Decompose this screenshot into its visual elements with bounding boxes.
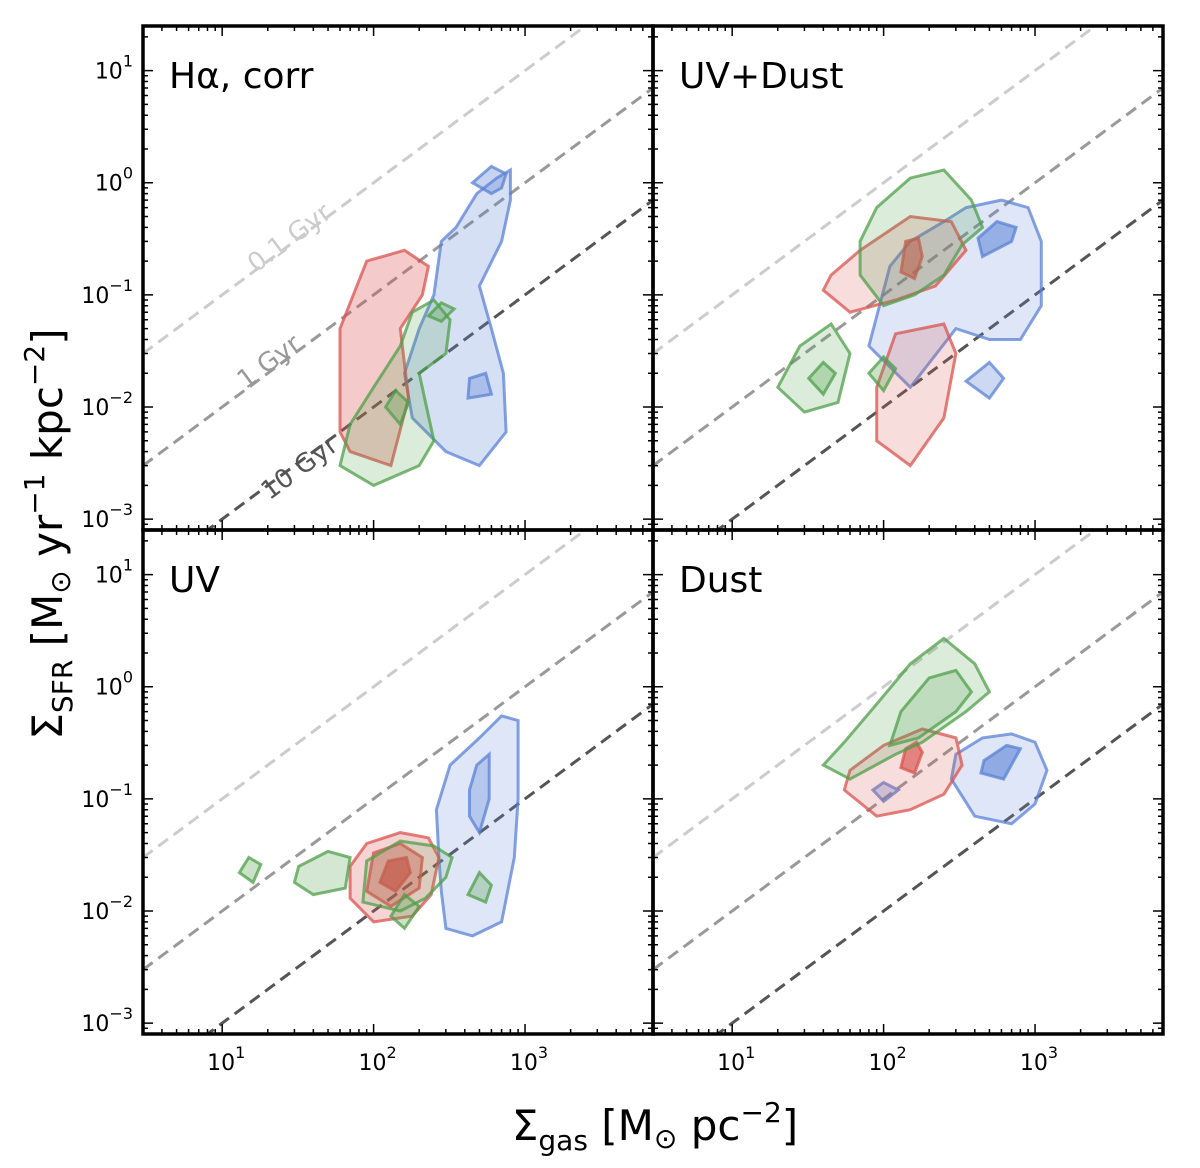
contour-green xyxy=(425,300,457,324)
panel-4: 101 102 103 Dust xyxy=(651,528,1165,1076)
contour-green xyxy=(465,870,494,905)
contour-red xyxy=(338,248,431,468)
x-tick-label: 103 xyxy=(1020,1043,1058,1076)
y-tick-label: 101 xyxy=(95,556,133,589)
contour-green xyxy=(858,168,985,308)
depletion-line-0-1-gyr xyxy=(653,26,1098,355)
depletion-line-1-gyr xyxy=(143,86,653,467)
depletion-line-10-gyr xyxy=(714,702,1163,1034)
panel-2: UV+Dust xyxy=(651,24,1165,532)
panel-label: UV xyxy=(169,560,220,601)
panel-frame xyxy=(651,528,1165,1036)
depletion-line-0-1-gyr xyxy=(653,530,1098,859)
depletion-line-1-gyr xyxy=(653,86,1163,467)
x-tick-label: 101 xyxy=(207,1043,245,1076)
panel-1: 0.1 Gyr 1 Gyr 10 Gyr 10−3 10−2 10−1 100 101 Hα, … xyxy=(81,24,655,533)
y-tick-label: 10−3 xyxy=(81,1004,133,1037)
y-axis-label: ΣSFR [M⊙ yr−1 kpc−2] xyxy=(18,328,79,739)
x-tick-label: 103 xyxy=(510,1043,548,1076)
panel-label: UV+Dust xyxy=(679,56,844,97)
y-tick-label: 101 xyxy=(95,52,133,85)
x-tick-label: 102 xyxy=(359,1043,397,1076)
y-tick-label: 10−2 xyxy=(81,892,133,925)
y-tick-label: 10−1 xyxy=(81,276,133,309)
contour-green xyxy=(866,354,898,394)
contour-blue xyxy=(466,371,494,400)
plot-area xyxy=(143,530,653,1034)
y-tick-label: 10−3 xyxy=(81,500,133,533)
contour-green xyxy=(388,892,422,931)
contour-red xyxy=(821,214,968,314)
plot-area xyxy=(653,530,1163,1034)
contour-green xyxy=(806,360,838,397)
contour-blue xyxy=(963,360,1006,401)
depletion-line-10-gyr xyxy=(204,198,653,530)
panel-3: 10−3 10−2 10−1 100 101 101 102 103 UV xyxy=(81,528,655,1076)
depletion-line-1-gyr xyxy=(143,590,653,971)
x-tick-label: 101 xyxy=(717,1043,755,1076)
depletion-line-10-gyr xyxy=(204,702,653,1034)
contour-blue xyxy=(976,219,1018,259)
contour-red xyxy=(899,236,924,281)
depletion-line-10-gyr xyxy=(714,198,1163,530)
panel-label: Hα, corr xyxy=(169,56,314,97)
panels-layer: 0.1 Gyr 1 Gyr 10 Gyr 10−3 10−2 10−1 100 101 Hα, … xyxy=(81,24,1165,1076)
contour-blue xyxy=(468,751,491,837)
y-tick-label: 10−2 xyxy=(81,388,133,421)
contour-blue xyxy=(979,743,1023,781)
contour-green xyxy=(237,855,263,885)
contour-green xyxy=(383,388,411,428)
ticks xyxy=(652,530,1164,1035)
depletion-line-0-1-gyr xyxy=(143,26,588,355)
depletion-line-1-gyr xyxy=(653,590,1163,971)
contour-green xyxy=(361,839,454,913)
depletion-label: 1 Gyr xyxy=(232,329,307,396)
contour-blue xyxy=(870,780,902,804)
depletion-label: 10 Gyr xyxy=(256,430,344,506)
contour-red xyxy=(842,727,964,818)
panel-frame xyxy=(141,528,655,1036)
ticks xyxy=(142,530,654,1035)
contour-red xyxy=(378,855,413,894)
x-tick-label: 102 xyxy=(869,1043,907,1076)
panel-label: Dust xyxy=(679,560,762,601)
y-tick-label: 100 xyxy=(95,164,133,197)
contour-green xyxy=(775,321,852,414)
x-axis-label: Σgas [M⊙ pc−2] xyxy=(512,1096,798,1157)
contour-blue xyxy=(434,714,520,938)
plot-area xyxy=(653,26,1163,530)
contour-red xyxy=(875,322,958,468)
contour-blue xyxy=(469,164,508,196)
depletion-line-0-1-gyr xyxy=(143,530,588,859)
contour-blue xyxy=(402,167,512,468)
y-tick-label: 100 xyxy=(95,668,133,701)
depletion-label: 0.1 Gyr xyxy=(242,198,337,279)
contour-green xyxy=(887,668,974,748)
contour-green xyxy=(292,849,352,897)
y-tick-label: 10−1 xyxy=(81,780,133,813)
